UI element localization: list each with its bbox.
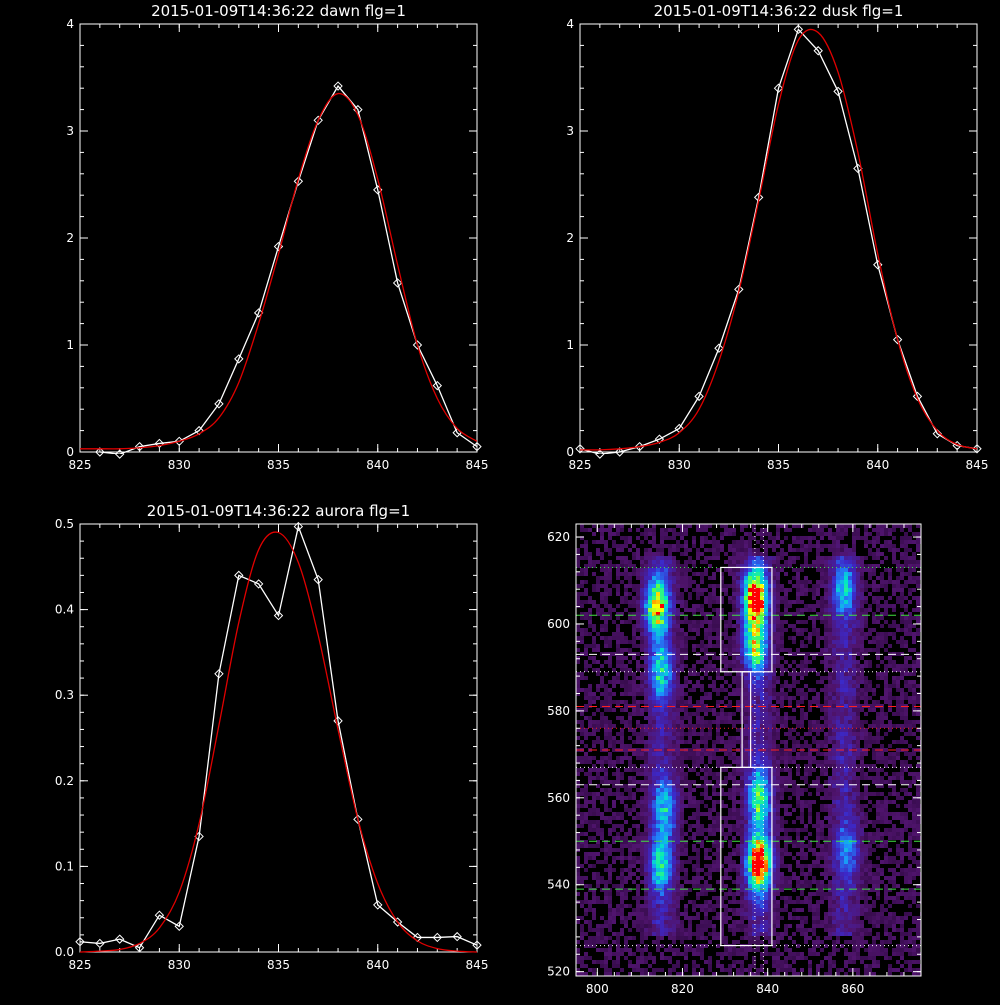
y-tick-label: 0.2 <box>55 774 74 788</box>
x-tick-label: 840 <box>366 458 389 472</box>
x-tick-label: 860 <box>841 982 864 996</box>
data-series-line <box>580 29 977 454</box>
y-tick-label: 0.3 <box>55 688 74 702</box>
x-tick-label: 835 <box>767 458 790 472</box>
y-tick-label: 0.1 <box>55 859 74 873</box>
chart-title: 2015-01-09T14:36:22 dawn flg=1 <box>151 2 406 20</box>
y-tick-label: 1 <box>66 338 74 352</box>
chart-title: 2015-01-09T14:36:22 aurora flg=1 <box>147 502 410 520</box>
y-tick-label: 1 <box>566 338 574 352</box>
y-tick-label: 2 <box>66 231 74 245</box>
y-tick-label: 580 <box>547 704 570 718</box>
x-tick-label: 845 <box>466 958 489 972</box>
y-tick-label: 620 <box>547 530 570 544</box>
data-series-line <box>80 527 477 948</box>
x-tick-label: 840 <box>756 982 779 996</box>
y-tick-label: 0.4 <box>55 603 74 617</box>
y-tick-label: 0.5 <box>55 517 74 531</box>
x-tick-label: 830 <box>168 958 191 972</box>
y-tick-label: 3 <box>566 124 574 138</box>
fit-series-line <box>80 532 477 952</box>
x-tick-label: 830 <box>168 458 191 472</box>
chart-title: 2015-01-09T14:36:22 dusk flg=1 <box>654 2 904 20</box>
y-tick-label: 3 <box>66 124 74 138</box>
y-tick-label: 2 <box>566 231 574 245</box>
x-tick-label: 840 <box>866 458 889 472</box>
x-tick-label: 825 <box>69 958 92 972</box>
y-tick-label: 520 <box>547 965 570 979</box>
x-tick-label: 830 <box>668 458 691 472</box>
y-tick-label: 4 <box>66 17 74 31</box>
y-tick-label: 560 <box>547 791 570 805</box>
x-tick-label: 845 <box>966 458 989 472</box>
y-tick-label: 4 <box>566 17 574 31</box>
x-tick-label: 825 <box>69 458 92 472</box>
x-tick-label: 800 <box>586 982 609 996</box>
y-tick-label: 0 <box>66 445 74 459</box>
y-tick-label: 0 <box>566 445 574 459</box>
plot-3: 800 820 840 860 520 540 560 580 600 620 <box>547 524 924 996</box>
x-tick-label: 835 <box>267 458 290 472</box>
x-tick-label: 835 <box>267 958 290 972</box>
y-tick-label: 600 <box>547 617 570 631</box>
y-tick-label: 0.0 <box>55 945 74 959</box>
fit-series-line <box>80 93 477 448</box>
data-series-line <box>100 86 477 454</box>
x-tick-label: 845 <box>466 458 489 472</box>
plot-0: 2015-01-09T14:36:22 dawn flg=1 825 830 835 8… <box>66 2 488 472</box>
y-tick-label: 540 <box>547 878 570 892</box>
x-tick-label: 825 <box>569 458 592 472</box>
axes-frame <box>80 24 477 452</box>
plot-2: 2015-01-09T14:36:22 aurora flg=1 825 830 83… <box>55 502 489 972</box>
plot-1: 2015-01-09T14:36:22 dusk flg=1 825 830 835 8… <box>566 2 988 472</box>
x-tick-label: 840 <box>366 958 389 972</box>
x-tick-label: 820 <box>671 982 694 996</box>
axes-frame <box>80 524 477 952</box>
